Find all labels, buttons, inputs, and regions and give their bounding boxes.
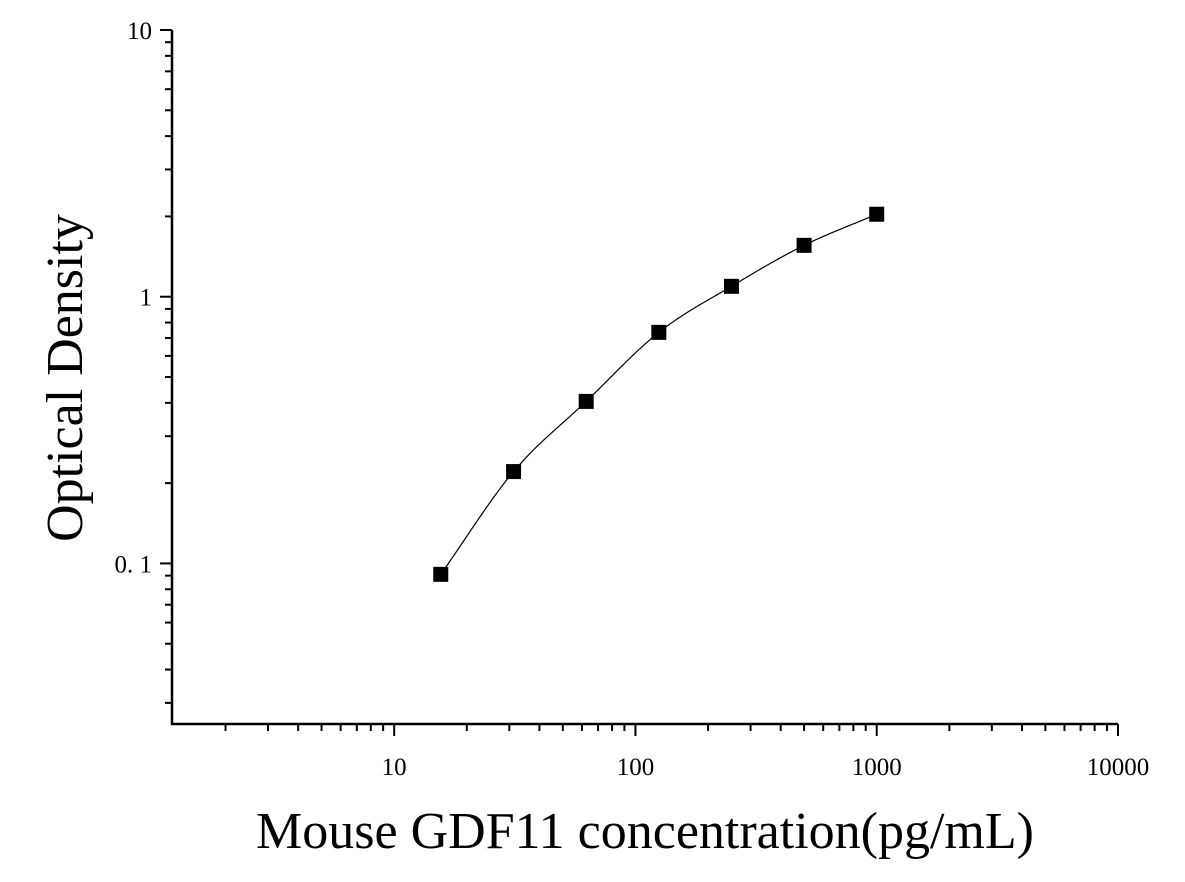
y-tick-label: 1 <box>140 285 153 312</box>
ticks: 10 100 1000 10000 0. 1 1 10 <box>115 18 1150 781</box>
x-tick-label: 10000 <box>1087 754 1150 781</box>
x-tick-label: 100 <box>617 754 655 781</box>
fit-curve-layer <box>440 213 877 575</box>
axes <box>170 30 1118 726</box>
data-point <box>869 206 885 222</box>
data-point <box>723 278 739 294</box>
x-axis-title: Mouse GDF11 concentration(pg/mL) <box>256 803 1034 860</box>
y-tick-label: 0. 1 <box>115 551 153 578</box>
data-points <box>433 206 885 582</box>
data-point <box>433 566 449 582</box>
fit-curve <box>440 213 877 575</box>
data-point <box>651 324 667 340</box>
y-tick-label: 10 <box>127 18 152 45</box>
x-tick-label: 10 <box>382 754 407 781</box>
data-point <box>506 464 522 480</box>
y-axis-title: Optical Density <box>37 214 94 542</box>
x-tick-label: 1000 <box>852 754 902 781</box>
data-point <box>578 393 594 409</box>
data-point <box>796 237 812 253</box>
